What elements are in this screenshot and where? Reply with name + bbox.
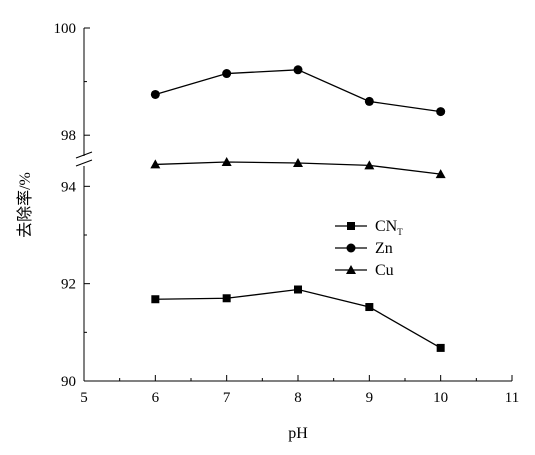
axes	[75, 28, 512, 382]
data-point-square	[294, 285, 302, 294]
x-tick-label: 6	[152, 390, 160, 406]
data-point-triangle	[293, 157, 303, 167]
axis-break-mark-lower	[75, 159, 93, 167]
x-tick-label: 8	[294, 390, 302, 406]
series-cn	[151, 285, 445, 352]
axis-break-mark-upper	[75, 151, 93, 159]
legend: CNT Zn Cu	[335, 218, 403, 279]
legend-item-cn: CNT	[335, 218, 403, 237]
data-point-circle	[150, 89, 160, 99]
data-point-circle	[222, 69, 232, 79]
series-layer	[150, 65, 446, 352]
data-point-triangle	[150, 159, 161, 169]
data-point-circle	[364, 96, 374, 106]
data-point-triangle	[221, 157, 232, 166]
legend-label: Zn	[375, 240, 393, 257]
y-axis-title: 去除率/%	[16, 172, 34, 238]
x-tick-label: 7	[223, 390, 231, 406]
x-tick-label: 10	[433, 390, 448, 406]
data-point-circle	[436, 107, 446, 117]
x-tick-label: 11	[505, 390, 519, 406]
data-point-triangle	[346, 265, 356, 274]
data-point-triangle	[435, 169, 446, 179]
data-point-square	[151, 295, 160, 304]
legend-label: CNT	[375, 218, 403, 237]
series-zn	[150, 65, 446, 117]
x-axis-title: pH	[288, 425, 308, 442]
y-ticks: 90 92 94 98 100	[54, 21, 90, 390]
series-cu	[150, 157, 446, 179]
data-point-circle	[293, 65, 303, 75]
data-point-square	[222, 294, 231, 303]
legend-item-cu: Cu	[335, 262, 394, 279]
y-tick-label: 100	[54, 21, 77, 37]
data-point-square	[365, 303, 374, 312]
x-ticks: 5 6 7 8 9 10 11	[80, 375, 519, 406]
y-tick-label: 90	[61, 374, 76, 390]
y-tick-label: 98	[61, 128, 76, 144]
data-point-triangle	[364, 160, 375, 170]
series-line	[155, 288, 441, 349]
x-tick-label: 9	[366, 390, 374, 406]
y-tick-label: 94	[61, 179, 77, 195]
legend-label: Cu	[375, 262, 394, 279]
x-tick-label: 5	[80, 390, 88, 406]
data-point-circle	[346, 243, 356, 253]
y-tick-label: 92	[61, 277, 76, 293]
data-point-square	[436, 343, 445, 352]
data-point-square	[347, 222, 355, 230]
legend-item-zn: Zn	[335, 240, 393, 257]
axis-break-gap	[78, 156, 90, 166]
series-line	[155, 69, 441, 113]
